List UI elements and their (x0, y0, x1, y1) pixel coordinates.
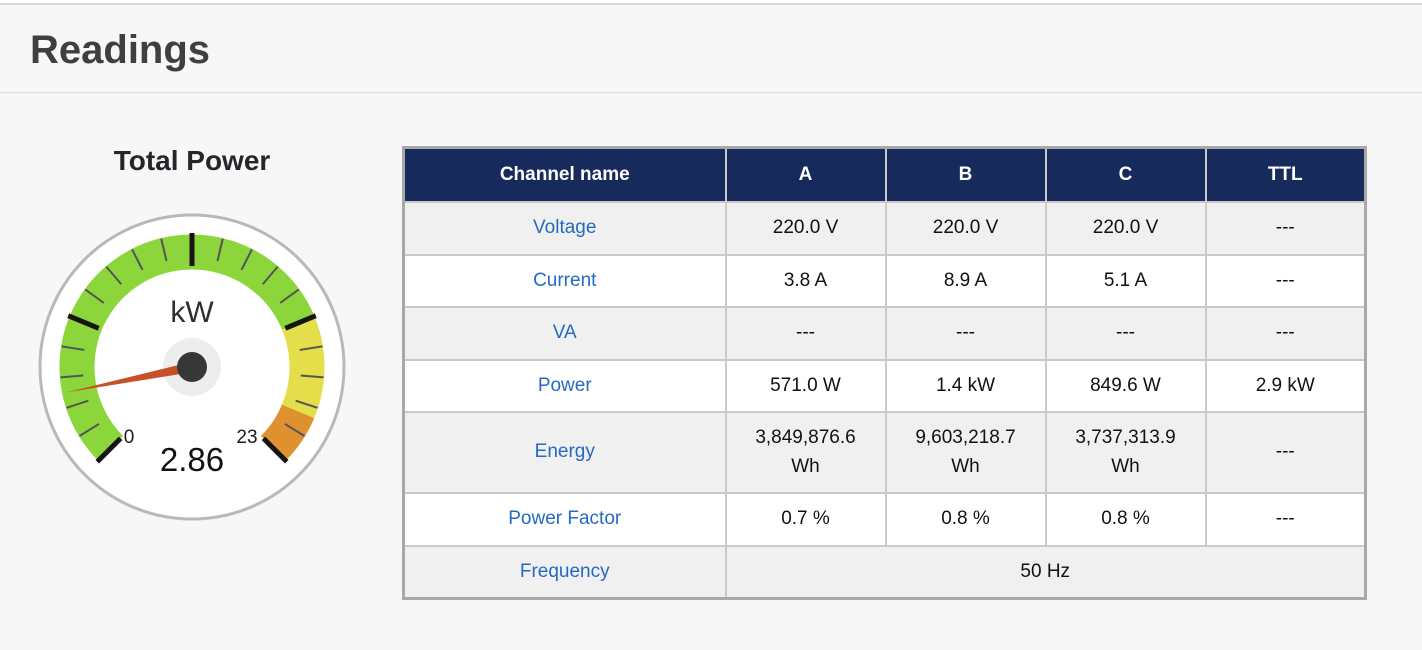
row-link-va[interactable]: VA (552, 322, 577, 343)
table-cell: 849.6 W (1044, 358, 1207, 413)
table-cell: --- (724, 306, 887, 361)
table-cell: --- (884, 306, 1047, 361)
table-row-va: VA --- --- --- --- (402, 306, 1367, 361)
row-link-current[interactable]: Current (533, 269, 597, 291)
row-link-energy[interactable]: Energy (534, 441, 595, 463)
row-link-voltage[interactable]: Voltage (533, 217, 597, 238)
gauge-minor-tick (131, 248, 144, 271)
gauge-min-label: 0 (124, 427, 135, 448)
row-label-cell: Energy (402, 411, 727, 494)
gauge-value: 2.86 (160, 441, 224, 478)
table-cell: --- (1204, 306, 1367, 361)
gauge-minor-tick (262, 265, 279, 285)
row-label-cell: Power Factor (402, 492, 727, 547)
table-cell: --- (1204, 201, 1367, 256)
table-cell: 220.0 V (884, 201, 1047, 256)
col-header-a: A (724, 146, 887, 203)
gauge-title: Total Power (113, 145, 271, 176)
gauge-major-tick (95, 436, 123, 464)
table-cell: 0.8 % (1044, 492, 1207, 547)
row-label-cell: Frequency (402, 544, 727, 600)
gauge-major-tick (261, 436, 289, 464)
gauge-minor-tick (284, 423, 306, 437)
gauge-minor-tick (279, 288, 300, 304)
table-cell: 571.0 W (724, 358, 887, 413)
gauge-minor-tick (78, 423, 100, 437)
gauge-zone-0 (59, 234, 315, 461)
table-cell: 220.0 V (1044, 201, 1207, 256)
total-power-gauge: kW 0 23 2.86 (38, 213, 346, 521)
gauge-zone-1 (281, 316, 325, 419)
table-cell: 220.0 V (724, 201, 887, 256)
gauge-minor-tick (84, 288, 105, 304)
page-title: Readings (30, 28, 211, 72)
table-cell: --- (1044, 306, 1207, 361)
readings-table-wrap: Channel name A B C TTL Voltage 220.0 V 2… (402, 146, 1367, 600)
col-header-c: C (1044, 146, 1207, 203)
gauge-hub (177, 352, 207, 382)
table-cell: 3,737,313.9 Wh (1044, 411, 1207, 494)
total-power-gauge-panel: Total Power kW 0 23 2.86 (32, 145, 352, 527)
row-label-cell: VA (402, 306, 727, 361)
row-label-cell: Current (402, 253, 727, 308)
gauge-minor-tick (66, 399, 89, 409)
row-link-power-factor[interactable]: Power Factor (508, 508, 622, 529)
table-header-row: Channel name A B C TTL (402, 146, 1367, 203)
top-strip (0, 0, 1422, 3)
table-cell: 0.8 % (884, 492, 1047, 547)
gauge-max-label: 23 (236, 427, 257, 448)
row-link-frequency[interactable]: Frequency (519, 560, 610, 582)
row-label-cell: Power (402, 358, 727, 413)
readings-content: Total Power kW 0 23 2.86 Channel name A B C… (0, 93, 1422, 600)
table-row-power: Power 571.0 W 1.4 kW 849.6 W 2.9 kW (402, 358, 1367, 413)
gauge-major-tick (284, 313, 317, 331)
gauge-minor-tick (61, 345, 85, 351)
row-label-cell: Voltage (402, 201, 727, 256)
readings-table: Channel name A B C TTL Voltage 220.0 V 2… (402, 146, 1367, 600)
gauge-needle (66, 359, 203, 393)
col-header-ttl: TTL (1204, 146, 1367, 203)
table-row-energy: Energy 3,849,876.6 Wh 9,603,218.7 Wh 3,7… (402, 411, 1367, 494)
gauge-minor-tick (300, 374, 324, 379)
gauge-minor-tick (216, 238, 224, 262)
gauge-minor-tick (105, 265, 122, 285)
table-cell: --- (1204, 253, 1367, 308)
table-cell: 3,849,876.6 Wh (724, 411, 887, 494)
table-cell: --- (1204, 492, 1367, 547)
gauge-minor-tick (60, 374, 84, 379)
table-row-voltage: Voltage 220.0 V 220.0 V 220.0 V --- (402, 201, 1367, 256)
table-cell: 2.9 kW (1204, 358, 1367, 413)
gauge-unit-label: kW (170, 296, 214, 329)
table-cell: 5.1 A (1044, 253, 1207, 308)
top-divider-line (0, 3, 1422, 5)
table-row-power-factor: Power Factor 0.7 % 0.8 % 0.8 % --- (402, 492, 1367, 547)
gauge-minor-tick (295, 399, 318, 409)
gauge-zone-2 (260, 404, 315, 461)
table-cell: 9,603,218.7 Wh (884, 411, 1047, 494)
col-header-channel-name: Channel name (402, 146, 727, 203)
row-link-power[interactable]: Power (537, 374, 592, 396)
table-cell: 1.4 kW (884, 358, 1047, 413)
table-row-current: Current 3.8 A 8.9 A 5.1 A --- (402, 253, 1367, 308)
table-cell: 0.7 % (724, 492, 887, 547)
table-cell: 8.9 A (884, 253, 1047, 308)
gauge-minor-tick (160, 238, 168, 262)
table-row-frequency: Frequency 50 Hz (402, 544, 1367, 600)
page-header: Readings (0, 5, 1422, 93)
table-cell: 3.8 A (724, 253, 887, 308)
col-header-b: B (884, 146, 1047, 203)
gauge-major-tick (67, 313, 100, 331)
gauge-minor-tick (240, 248, 253, 271)
gauge-minor-tick (299, 345, 323, 351)
table-cell-frequency-value: 50 Hz (724, 544, 1367, 600)
table-cell: --- (1204, 411, 1367, 494)
